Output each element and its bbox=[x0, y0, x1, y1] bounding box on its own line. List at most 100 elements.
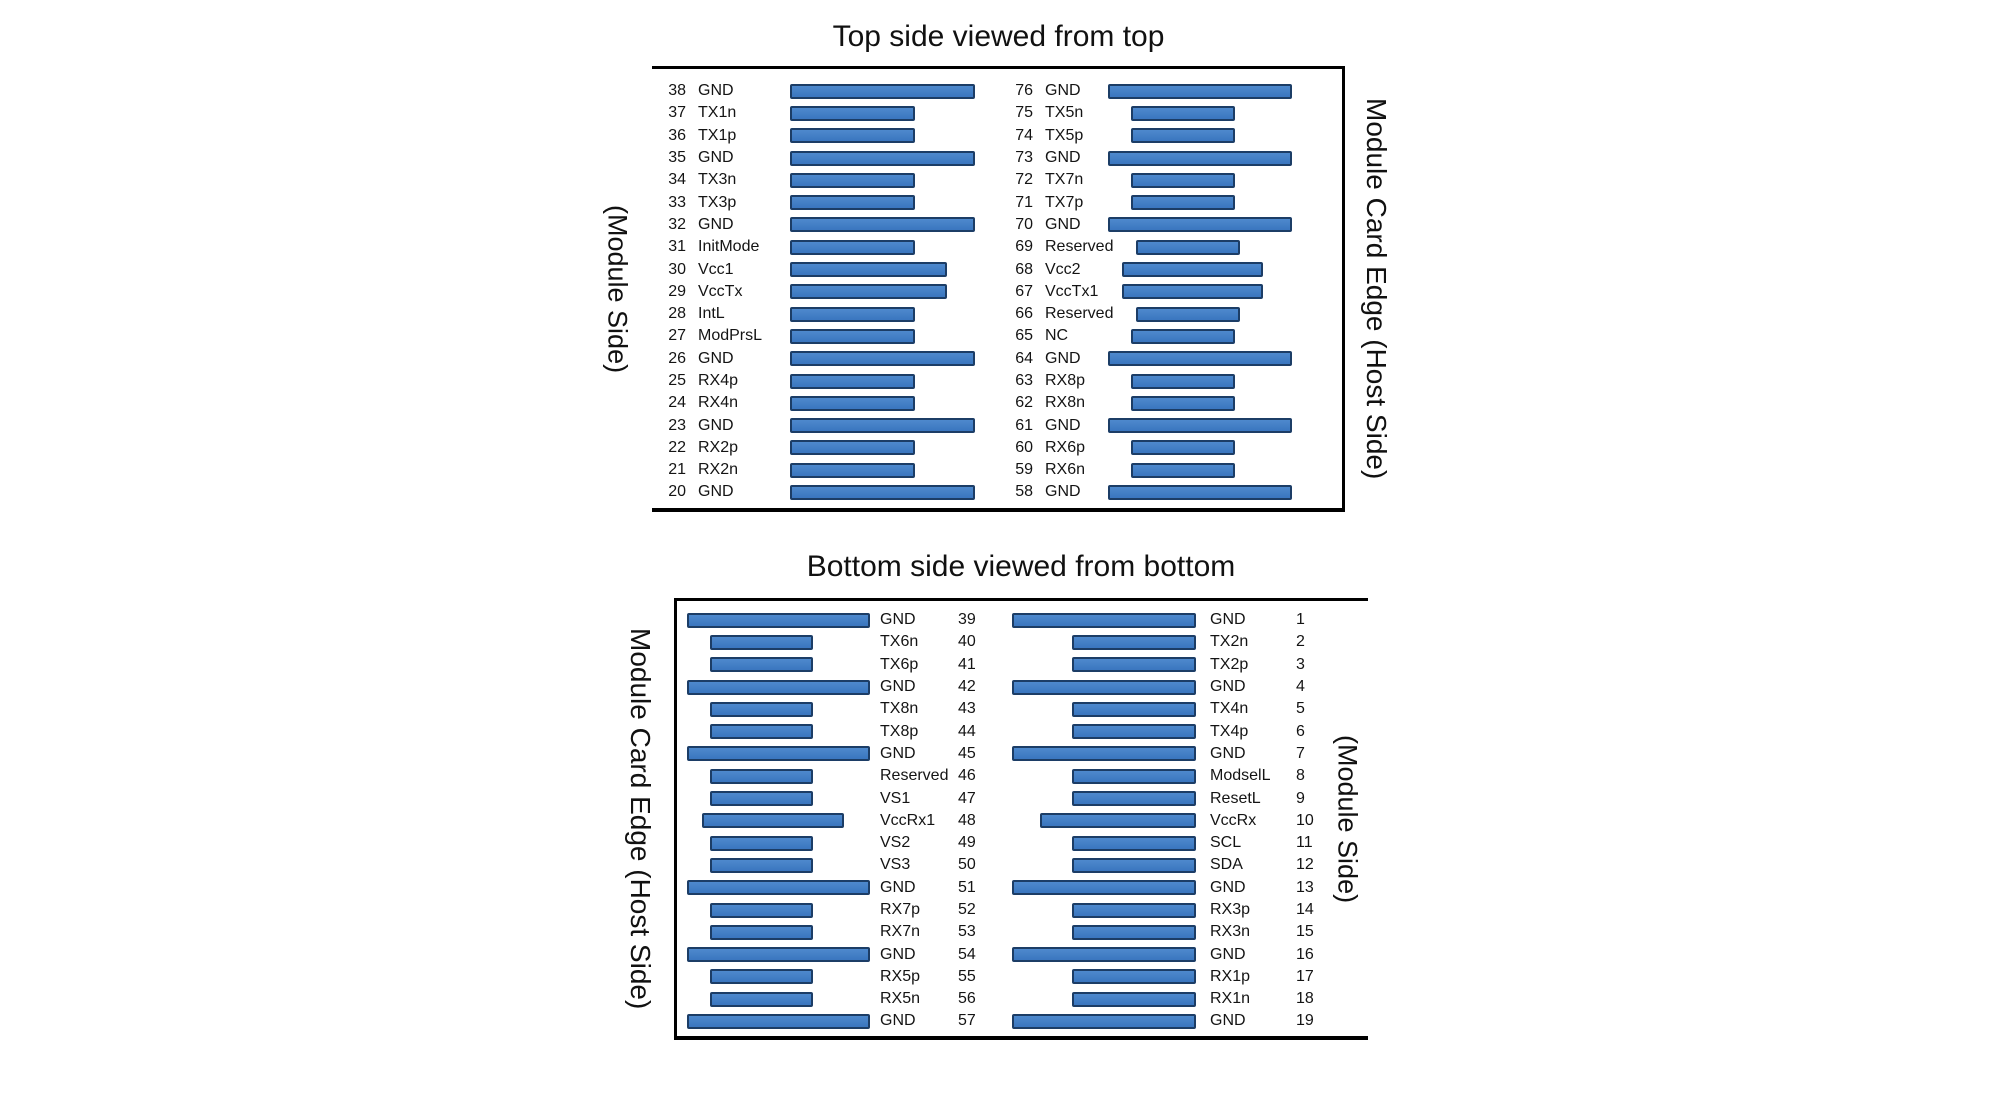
pad-track-50 bbox=[687, 857, 870, 873]
pin-pad-44 bbox=[710, 724, 813, 740]
pad-track-34 bbox=[790, 172, 975, 188]
pin-name-69: Reserved bbox=[1045, 238, 1114, 256]
pad-track-21 bbox=[790, 462, 975, 478]
pad-track-48 bbox=[687, 813, 870, 829]
pin-name-28: IntL bbox=[698, 305, 725, 323]
pad-track-46 bbox=[687, 768, 870, 784]
pad-track-49 bbox=[687, 835, 870, 851]
pin-pad-41 bbox=[710, 657, 813, 673]
pin-row-32: 32 GND bbox=[660, 214, 975, 236]
pin-row-3: TX2p 3 bbox=[1012, 654, 1320, 676]
pad-track-29 bbox=[790, 284, 975, 300]
pin-pad-43 bbox=[710, 701, 813, 717]
pad-track-74 bbox=[1108, 128, 1292, 144]
pin-number-48: 48 bbox=[958, 811, 976, 829]
pad-track-55 bbox=[687, 969, 870, 985]
pin-pad-3 bbox=[1072, 657, 1196, 673]
pin-pad-46 bbox=[710, 768, 813, 784]
pad-track-39 bbox=[687, 612, 870, 628]
pin-number-58: 58 bbox=[1015, 483, 1033, 501]
pin-number-53: 53 bbox=[958, 923, 976, 941]
pin-row-9: ResetL 9 bbox=[1012, 787, 1320, 809]
pin-number-75: 75 bbox=[1015, 104, 1033, 122]
bottom-connector-outline bbox=[674, 598, 1368, 1040]
pin-pad-28 bbox=[790, 306, 915, 322]
pin-row-6: TX4p 6 bbox=[1012, 720, 1320, 742]
pin-row-57: GND 57 bbox=[687, 1010, 997, 1032]
pin-number-76: 76 bbox=[1015, 82, 1033, 100]
pin-row-5: TX4n 5 bbox=[1012, 698, 1320, 720]
pin-name-70: GND bbox=[1045, 215, 1081, 233]
pin-name-66: Reserved bbox=[1045, 305, 1114, 323]
pin-pad-51 bbox=[687, 880, 870, 896]
pad-track-18 bbox=[1012, 991, 1196, 1007]
pad-track-33 bbox=[790, 195, 975, 211]
pin-name-25: RX4p bbox=[698, 372, 739, 389]
pin-row-42: GND 42 bbox=[687, 676, 997, 698]
pin-number-40: 40 bbox=[958, 633, 976, 651]
pad-track-9 bbox=[1012, 791, 1196, 807]
pin-name-61: GND bbox=[1045, 416, 1081, 434]
pin-name-22: RX2p bbox=[698, 438, 739, 456]
pin-number-30: 30 bbox=[668, 260, 686, 278]
pin-name-3: TX2p bbox=[1210, 655, 1249, 673]
pin-row-30: 30 Vcc1 bbox=[660, 258, 975, 280]
pad-track-52 bbox=[687, 902, 870, 918]
pin-pad-13 bbox=[1012, 880, 1196, 896]
pin-pad-48 bbox=[702, 813, 844, 829]
bottom-left-pin-column: GND 39 TX6n 40 TX6p 41 GND 42 TX8n 43 TX8p 44 GND 45 R… bbox=[687, 609, 997, 1033]
pin-pad-31 bbox=[790, 239, 915, 255]
top-left-pin-column: 38 GND 37 TX1n 36 TX1p 35 GND 34 TX3n 33 TX3p 32 GND 3… bbox=[660, 80, 975, 504]
pad-track-43 bbox=[687, 701, 870, 717]
pin-name-11: SCL bbox=[1210, 834, 1242, 852]
pin-name-50: VS3 bbox=[880, 856, 911, 874]
pin-pad-22 bbox=[790, 440, 915, 456]
pin-pad-58 bbox=[1108, 484, 1292, 500]
pin-name-26: GND bbox=[698, 349, 734, 367]
pin-number-8: 8 bbox=[1296, 767, 1305, 785]
pin-name-10: VccRx bbox=[1210, 811, 1257, 829]
pin-number-69: 69 bbox=[1015, 238, 1033, 256]
pad-track-19 bbox=[1012, 1013, 1196, 1029]
pin-pad-60 bbox=[1131, 440, 1235, 456]
pad-track-27 bbox=[790, 328, 975, 344]
pin-pad-70 bbox=[1108, 217, 1292, 233]
pin-name-41: TX6p bbox=[880, 655, 919, 673]
pad-track-40 bbox=[687, 634, 870, 650]
pin-number-22: 22 bbox=[668, 438, 686, 456]
pin-number-38: 38 bbox=[668, 82, 686, 100]
pin-name-65: NC bbox=[1045, 327, 1069, 345]
pin-name-75: TX5n bbox=[1045, 104, 1084, 122]
pin-number-25: 25 bbox=[668, 372, 686, 389]
pin-name-60: RX6p bbox=[1045, 438, 1086, 456]
pad-track-10 bbox=[1012, 813, 1196, 829]
pin-row-40: TX6n 40 bbox=[687, 631, 997, 653]
pin-name-30: Vcc1 bbox=[698, 260, 734, 278]
pin-pad-26 bbox=[790, 351, 975, 367]
pin-pad-53 bbox=[710, 924, 813, 940]
pin-number-47: 47 bbox=[958, 789, 976, 807]
pin-number-39: 39 bbox=[958, 611, 976, 629]
pin-number-66: 66 bbox=[1015, 305, 1033, 323]
pin-number-31: 31 bbox=[668, 238, 686, 256]
pin-row-73: 73 GND bbox=[1007, 147, 1292, 169]
pin-number-54: 54 bbox=[958, 945, 976, 963]
pin-number-13: 13 bbox=[1296, 878, 1314, 896]
pad-track-68 bbox=[1108, 262, 1292, 278]
pin-pad-30 bbox=[790, 262, 947, 278]
pin-row-10: VccRx 10 bbox=[1012, 810, 1320, 832]
pin-pad-59 bbox=[1131, 462, 1235, 478]
pin-name-44: TX8p bbox=[880, 722, 919, 740]
pin-number-4: 4 bbox=[1296, 678, 1305, 696]
pin-name-6: TX4p bbox=[1210, 722, 1249, 740]
pin-pad-16 bbox=[1012, 947, 1196, 963]
top-right-pin-column: 76 GND 75 TX5n 74 TX5p 73 GND 72 TX7n 71 TX7p 70 GND 6… bbox=[1007, 80, 1292, 504]
pin-row-74: 74 TX5p bbox=[1007, 125, 1292, 147]
pin-pad-54 bbox=[687, 947, 870, 963]
pin-row-63: 63 RX8p bbox=[1007, 370, 1292, 392]
pin-row-31: 31 InitMode bbox=[660, 236, 975, 258]
pin-pad-75 bbox=[1131, 105, 1235, 121]
pin-name-31: InitMode bbox=[698, 238, 760, 256]
pin-pad-12 bbox=[1072, 857, 1196, 873]
pin-name-37: TX1n bbox=[698, 104, 737, 122]
